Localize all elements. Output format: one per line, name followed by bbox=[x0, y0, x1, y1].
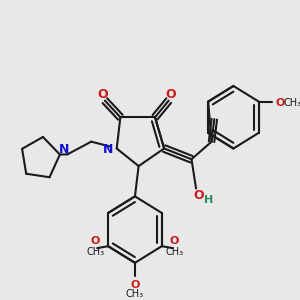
Text: O: O bbox=[275, 98, 284, 108]
Text: CH₃: CH₃ bbox=[86, 247, 104, 257]
Text: N: N bbox=[59, 143, 70, 156]
Text: CH₃: CH₃ bbox=[283, 98, 300, 108]
Text: N: N bbox=[102, 143, 113, 156]
Text: O: O bbox=[194, 189, 204, 202]
Text: CH₃: CH₃ bbox=[126, 289, 144, 299]
Text: O: O bbox=[91, 236, 100, 246]
Text: O: O bbox=[165, 88, 176, 101]
Text: H: H bbox=[204, 195, 214, 205]
Text: O: O bbox=[98, 88, 108, 101]
Text: CH₃: CH₃ bbox=[166, 247, 184, 257]
Text: O: O bbox=[130, 280, 140, 290]
Text: O: O bbox=[170, 236, 179, 246]
